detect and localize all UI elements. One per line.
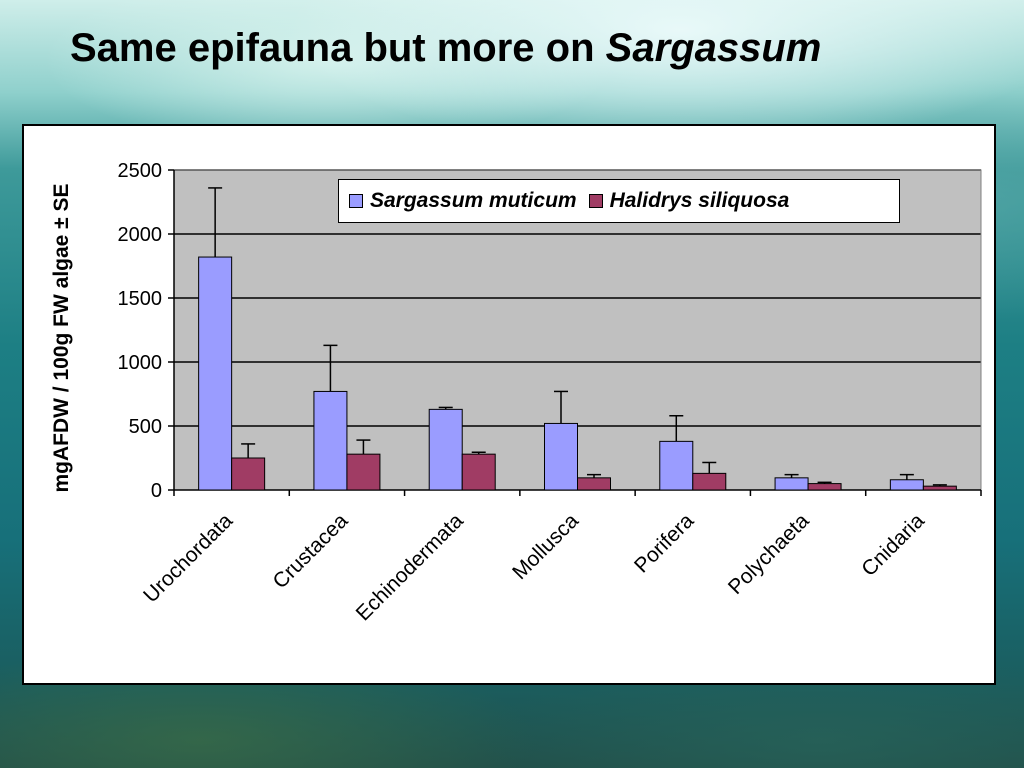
- slide-title-main: Same epifauna but more on: [70, 26, 606, 70]
- bar-halidrys: [807, 483, 842, 491]
- x-category-label: Mollusca: [508, 509, 583, 584]
- bar-halidrys: [461, 453, 496, 491]
- bar-sargassum: [889, 479, 924, 491]
- x-category-label: Porifera: [630, 509, 698, 577]
- bar-sargassum: [428, 408, 463, 491]
- y-tick-label: 2000: [118, 224, 163, 246]
- chart-container: 0 500 1000 1500 2000 2500 Urochordata Crustacea…: [22, 124, 996, 685]
- bar-halidrys: [692, 472, 727, 491]
- x-category-label: Crustacea: [269, 509, 353, 593]
- bar-sargassum: [198, 256, 233, 491]
- legend-item-sargassum: Sargassum muticum: [349, 189, 577, 213]
- x-category-label: Urochordata: [139, 509, 237, 607]
- y-tick-label: 1000: [118, 352, 163, 374]
- bar-sargassum: [659, 440, 694, 491]
- bar-halidrys: [922, 485, 957, 491]
- legend-swatch-halidrys: [588, 194, 603, 208]
- legend-swatch-sargassum: [349, 194, 363, 208]
- bar-sargassum: [313, 390, 348, 491]
- legend-label-halidrys: Halidrys siliquosa: [609, 189, 790, 212]
- bar-chart: 0 500 1000 1500 2000 2500 Urochordata Crustacea…: [50, 160, 982, 625]
- bar-halidrys: [577, 477, 611, 491]
- slide-title-italic: Sargassum: [605, 26, 822, 70]
- x-category-label: Echinodermata: [352, 509, 468, 625]
- legend-item-halidrys: Halidrys siliquosa: [588, 189, 790, 213]
- y-tick-label: 500: [129, 416, 162, 438]
- y-axis-title: mgAFDW / 100g FW algae ± SE: [50, 183, 73, 492]
- chart-legend: Sargassum muticum Halidrys siliquosa: [338, 179, 900, 223]
- bar-halidrys: [231, 457, 266, 491]
- y-tick-label: 2500: [118, 160, 163, 182]
- bar-sargassum: [544, 422, 578, 491]
- x-category-label: Polychaeta: [724, 509, 814, 599]
- y-tick-label: 0: [151, 480, 162, 502]
- y-tick-label: 1500: [118, 288, 163, 310]
- bar-sargassum: [774, 477, 809, 491]
- legend-label-sargassum: Sargassum muticum: [370, 189, 577, 212]
- x-category-label: Cnidaria: [857, 509, 929, 581]
- bar-halidrys: [346, 453, 381, 491]
- slide-title: Same epifauna but more on Sargassum: [70, 26, 821, 71]
